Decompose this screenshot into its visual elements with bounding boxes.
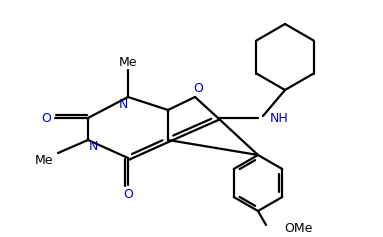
Text: N: N bbox=[118, 99, 128, 111]
Text: NH: NH bbox=[270, 111, 289, 124]
Text: O: O bbox=[193, 82, 203, 96]
Text: O: O bbox=[123, 187, 133, 201]
Text: OMe: OMe bbox=[284, 222, 313, 234]
Text: Me: Me bbox=[35, 155, 53, 168]
Text: Me: Me bbox=[119, 55, 137, 68]
Text: O: O bbox=[41, 111, 51, 124]
Text: N: N bbox=[88, 141, 98, 154]
